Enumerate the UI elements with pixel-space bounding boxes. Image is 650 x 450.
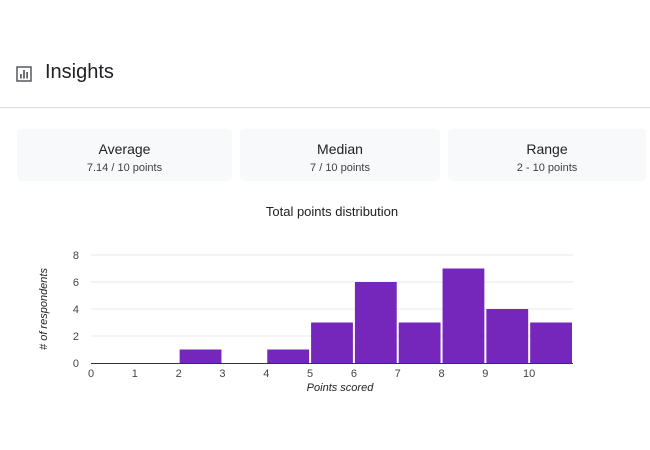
bar-10[interactable] bbox=[530, 322, 572, 364]
page-title: Insights bbox=[45, 61, 114, 83]
average-label: Average bbox=[98, 141, 151, 157]
average-value: 7.14 / 10 points bbox=[86, 162, 163, 174]
bar-4[interactable] bbox=[267, 349, 310, 364]
x-tick-label: 0 bbox=[88, 368, 94, 380]
x-tick-label: 1 bbox=[132, 368, 138, 380]
x-tick-label: 3 bbox=[219, 368, 225, 380]
y-tick-label: 2 bbox=[73, 331, 79, 343]
y-tick-label: 8 bbox=[73, 250, 79, 262]
x-tick-label: 5 bbox=[307, 368, 313, 380]
median-card: Median 7 / 10 points bbox=[240, 129, 440, 181]
x-axis-label: Points scored bbox=[307, 382, 375, 394]
y-tick-label: 6 bbox=[73, 277, 79, 289]
median-value: 7 / 10 points bbox=[310, 162, 370, 174]
range-label: Range bbox=[526, 141, 568, 157]
x-tick-label: 10 bbox=[523, 368, 535, 380]
bar-9[interactable] bbox=[486, 309, 529, 363]
x-tick-label: 2 bbox=[176, 368, 182, 380]
chart-title: Total points distribution bbox=[265, 204, 399, 219]
bar-6[interactable] bbox=[354, 282, 397, 363]
bar-2[interactable] bbox=[179, 349, 222, 364]
range-value: 2 - 10 points bbox=[516, 162, 578, 174]
bar-5[interactable] bbox=[311, 322, 353, 364]
x-tick-label: 7 bbox=[395, 368, 401, 380]
range-card: Range 2 - 10 points bbox=[448, 129, 646, 181]
x-tick-label: 9 bbox=[482, 368, 488, 380]
x-tick-label: 6 bbox=[351, 368, 357, 380]
y-tick-label: 0 bbox=[73, 358, 79, 370]
bar-8[interactable] bbox=[442, 268, 485, 364]
bar-7[interactable] bbox=[398, 322, 441, 364]
x-tick-label: 8 bbox=[438, 368, 444, 380]
y-tick-label: 4 bbox=[73, 304, 79, 316]
bar-chart-icon bbox=[16, 66, 32, 82]
average-card: Average 7.14 / 10 points bbox=[17, 129, 232, 181]
insights-header: Insights bbox=[0, 0, 650, 108]
x-tick-label: 4 bbox=[263, 368, 269, 380]
y-axis-label: # of respondents bbox=[38, 268, 50, 350]
median-label: Median bbox=[317, 141, 363, 157]
